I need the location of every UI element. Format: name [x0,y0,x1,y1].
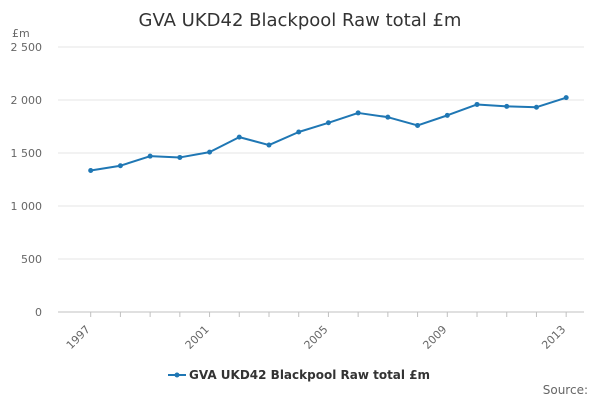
y-tick-label: 1 000 [11,200,43,213]
data-point[interactable] [296,129,302,135]
data-point[interactable] [88,167,94,173]
data-point[interactable] [147,153,153,159]
data-point[interactable] [325,120,331,126]
legend[interactable]: GVA UKD42 Blackpool Raw total £m [168,368,430,382]
data-point[interactable] [444,112,450,118]
data-point[interactable] [355,110,361,116]
data-point[interactable] [533,104,539,110]
data-point[interactable] [117,163,123,169]
y-tick-label: 2 500 [11,41,43,54]
chart-title: GVA UKD42 Blackpool Raw total £m [139,10,462,31]
data-point[interactable] [207,149,213,155]
y-tick-label: 500 [21,253,42,266]
series-line-0 [90,96,567,172]
y-tick-label: 1 500 [11,147,43,160]
y-tick-label: 2 000 [11,94,43,107]
x-axis: 1997 2001 2005 2009 2013 [64,312,568,352]
x-tick-label: 2001 [183,323,212,352]
y-axis-unit-label: £m [12,27,30,40]
data-point[interactable] [504,103,510,109]
x-tick-label: 2005 [302,323,331,352]
x-tick-label: 2013 [539,323,568,352]
data-point[interactable] [563,95,569,101]
data-point[interactable] [474,101,480,107]
gridlines [58,46,584,313]
data-point[interactable] [266,142,272,148]
y-axis-ticks: 0 500 1 000 1 500 2 000 2 500 [11,41,43,319]
series-layer [88,95,569,173]
source-label: Source: [543,383,588,397]
data-point[interactable] [236,134,242,140]
data-point[interactable] [177,154,183,160]
legend-label: GVA UKD42 Blackpool Raw total £m [189,368,430,382]
x-tick-label: 1997 [64,323,93,352]
data-point[interactable] [415,122,421,128]
legend-dot-marker [174,372,180,378]
y-tick-label: 0 [35,306,42,319]
x-tick-label: 2009 [420,323,449,352]
data-point[interactable] [385,114,391,120]
